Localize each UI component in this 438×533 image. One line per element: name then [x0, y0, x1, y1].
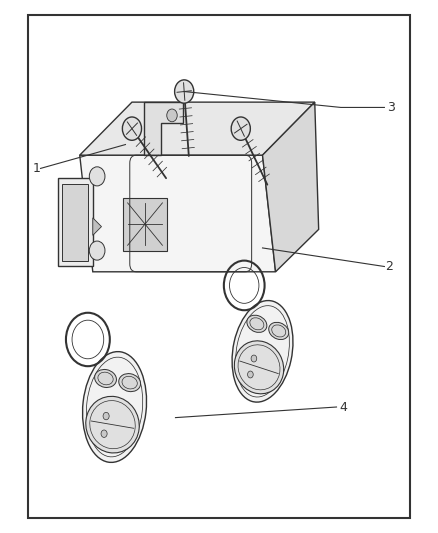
Ellipse shape — [269, 322, 289, 340]
Text: 4: 4 — [339, 400, 347, 414]
Bar — [123, 198, 167, 251]
Circle shape — [167, 109, 177, 122]
Text: 1: 1 — [32, 162, 40, 175]
Circle shape — [175, 80, 194, 103]
Text: 3: 3 — [387, 101, 395, 114]
Circle shape — [103, 413, 109, 420]
Circle shape — [122, 117, 141, 140]
Ellipse shape — [232, 301, 293, 402]
Ellipse shape — [86, 397, 139, 453]
Ellipse shape — [234, 341, 284, 394]
Bar — [62, 184, 88, 261]
Circle shape — [89, 241, 105, 260]
Circle shape — [101, 430, 107, 438]
Ellipse shape — [82, 352, 147, 463]
Ellipse shape — [95, 369, 117, 387]
Polygon shape — [58, 179, 93, 266]
Ellipse shape — [247, 315, 267, 333]
Circle shape — [251, 355, 257, 362]
Polygon shape — [262, 102, 319, 272]
Circle shape — [247, 371, 253, 378]
Polygon shape — [93, 218, 102, 236]
Ellipse shape — [119, 374, 141, 392]
Circle shape — [89, 167, 105, 186]
Text: 2: 2 — [385, 260, 393, 273]
Circle shape — [231, 117, 251, 140]
Polygon shape — [80, 155, 276, 272]
Bar — [28, 14, 410, 519]
Polygon shape — [144, 102, 183, 155]
Polygon shape — [80, 102, 315, 155]
